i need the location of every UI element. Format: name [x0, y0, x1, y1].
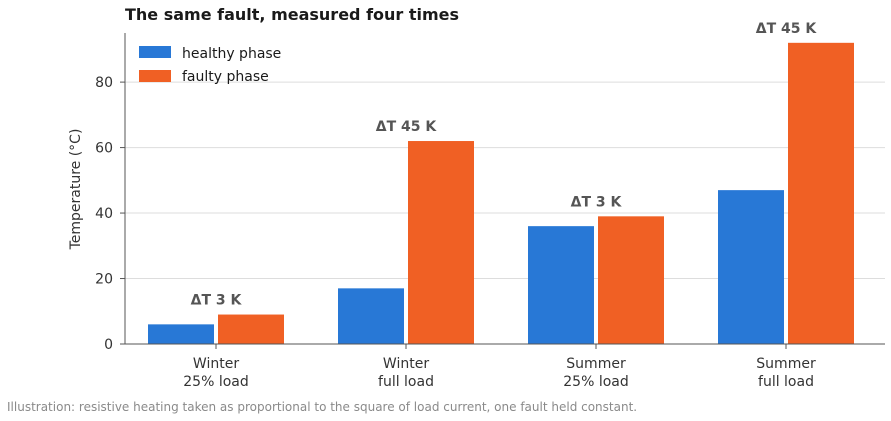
x-tick-label: 25% load [563, 374, 629, 390]
legend-swatch-faulty [139, 70, 171, 82]
chart-title: The same fault, measured four times [125, 5, 459, 24]
axes [124, 33, 885, 345]
bar-healthy [528, 226, 594, 344]
bar-faulty [218, 314, 284, 344]
delta-annotation: ΔT 3 K [191, 293, 243, 309]
y-axis-label: Temperature (°C) [68, 129, 84, 251]
legend-label-healthy: healthy phase [182, 46, 281, 62]
delta-annotation: ΔT 3 K [571, 194, 623, 210]
delta-annotation: ΔT 45 K [756, 21, 818, 37]
bar-faulty [408, 141, 474, 344]
x-tick-label: full load [378, 374, 434, 390]
bar-faulty [598, 216, 664, 344]
footnote: Illustration: resistive heating taken as… [7, 400, 637, 414]
y-ticks: 0 20 40 60 80 [95, 75, 125, 353]
bar-healthy [148, 324, 214, 344]
bar-faulty [788, 42, 854, 345]
y-tick-label: 0 [104, 337, 113, 353]
y-tick-label: 40 [95, 206, 113, 222]
x-tick-label: Summer [756, 356, 816, 372]
bars [148, 42, 854, 345]
y-tick-label: 20 [95, 272, 113, 288]
bar-healthy [718, 190, 784, 344]
legend: healthy phase faulty phase [139, 46, 281, 85]
bar-healthy [338, 288, 404, 344]
x-tick-label: Winter [383, 356, 429, 372]
y-tick-label: 60 [95, 141, 113, 157]
delta-annotations: ΔT 3 K ΔT 45 K ΔT 3 K ΔT 45 K [191, 21, 818, 309]
legend-label-faulty: faulty phase [182, 69, 269, 85]
y-tick-label: 80 [95, 75, 113, 91]
x-tick-label: Winter [193, 356, 239, 372]
x-categories: Winter 25% load Winter full load Summer 25% l… [183, 344, 816, 390]
x-tick-label: Summer [566, 356, 626, 372]
x-tick-label: 25% load [183, 374, 249, 390]
delta-annotation: ΔT 45 K [376, 119, 438, 135]
x-tick-label: full load [758, 374, 814, 390]
legend-swatch-healthy [139, 46, 171, 58]
